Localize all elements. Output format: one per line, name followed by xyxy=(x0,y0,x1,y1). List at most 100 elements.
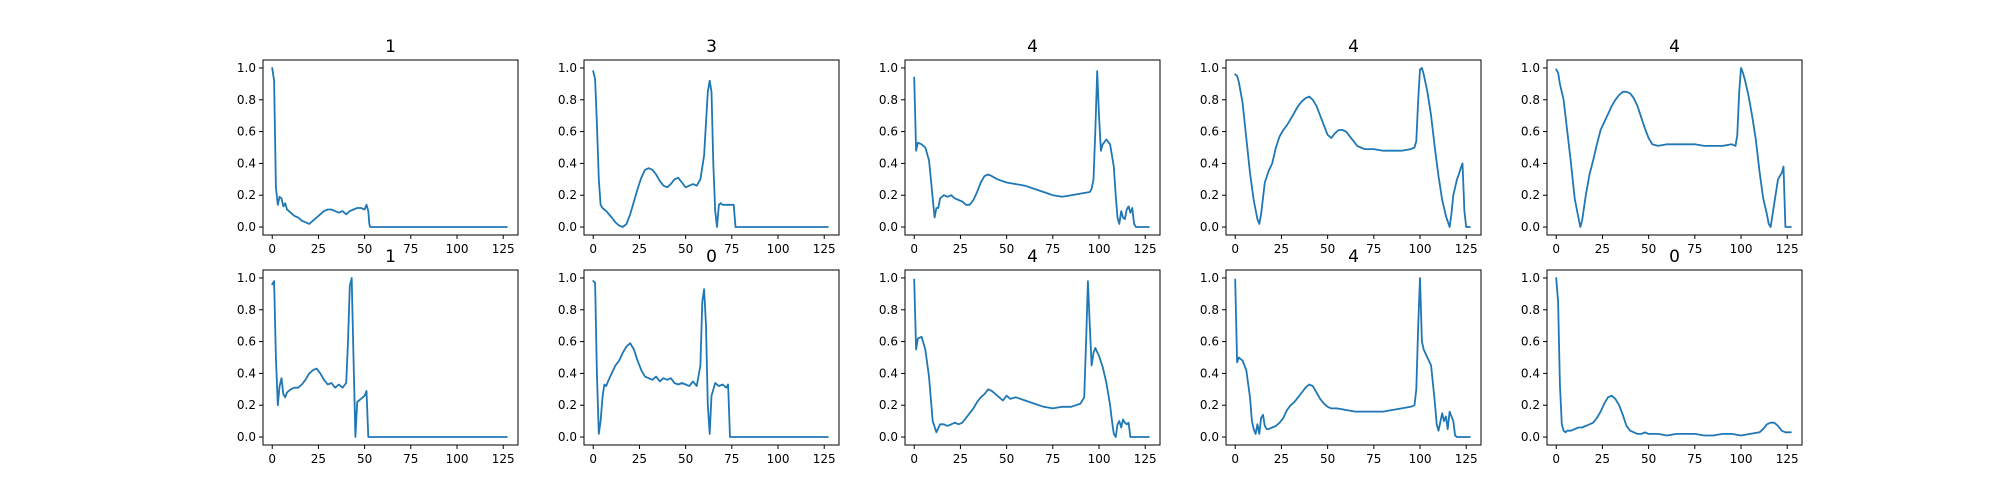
chart-title: 4 xyxy=(1027,247,1038,267)
y-tick-label: 0.6 xyxy=(558,335,577,349)
y-tick-label: 0.8 xyxy=(1200,93,1219,107)
y-tick-label: 0.2 xyxy=(558,398,577,412)
y-tick-label: 0.4 xyxy=(1200,366,1219,380)
y-tick-label: 0.6 xyxy=(1200,125,1219,139)
series-line xyxy=(1234,67,1471,228)
plot-area xyxy=(904,269,1161,446)
x-tick-label: 75 xyxy=(724,242,739,256)
plot-area xyxy=(262,59,519,236)
y-tick-label: 0.2 xyxy=(1521,188,1540,202)
series-line xyxy=(271,67,508,228)
y-tick-label: 0.8 xyxy=(237,303,256,317)
y-tick-label: 0.6 xyxy=(1200,335,1219,349)
x-tick-label: 50 xyxy=(678,242,693,256)
y-tick-label: 0.0 xyxy=(237,430,256,444)
x-tick-label: 50 xyxy=(999,452,1014,466)
y-tick-label: 0.2 xyxy=(558,188,577,202)
series-line xyxy=(1555,277,1792,437)
chart-title: 0 xyxy=(1669,247,1680,267)
chart-title: 4 xyxy=(1348,247,1359,267)
y-tick-label: 0.8 xyxy=(1521,303,1540,317)
y-tick-label: 0.8 xyxy=(1521,93,1540,107)
x-tick-label: 75 xyxy=(1045,452,1060,466)
chart-panel-8: 4 0 25 50 75 100 125 0.0 0.2 0.4 0.6 0.8 1.0 xyxy=(879,247,1161,466)
x-tick-label: 25 xyxy=(632,452,647,466)
x-tick-label: 50 xyxy=(1641,452,1656,466)
y-tick-label: 0.8 xyxy=(1200,303,1219,317)
x-tick-label: 25 xyxy=(953,242,968,256)
x-tick-label: 100 xyxy=(767,242,790,256)
chart-panel-2: 3 0 25 50 75 100 125 0.0 0.2 0.4 0.6 0.8 1.0 xyxy=(558,37,840,256)
plot-area xyxy=(262,269,519,446)
plot-area xyxy=(1546,269,1803,446)
plot-area xyxy=(1225,269,1482,446)
x-tick-label: 125 xyxy=(813,452,836,466)
x-tick-label: 100 xyxy=(1088,242,1111,256)
y-tick-label: 0.4 xyxy=(879,156,898,170)
plot-area xyxy=(1225,59,1482,236)
x-tick-label: 75 xyxy=(403,242,418,256)
chart-title: 4 xyxy=(1027,37,1038,57)
y-tick-label: 1.0 xyxy=(558,271,577,285)
y-tick-label: 1.0 xyxy=(1521,61,1540,75)
y-tick-label: 0.0 xyxy=(1200,430,1219,444)
y-tick-label: 0.4 xyxy=(1521,156,1540,170)
plot-area xyxy=(1546,59,1803,236)
chart-title: 3 xyxy=(706,37,717,57)
y-tick-label: 0.6 xyxy=(879,335,898,349)
y-tick-label: 0.6 xyxy=(237,125,256,139)
y-tick-label: 0.8 xyxy=(237,93,256,107)
y-tick-label: 0.4 xyxy=(879,366,898,380)
x-tick-label: 25 xyxy=(1595,452,1610,466)
plot-area xyxy=(583,269,840,446)
y-tick-label: 0.2 xyxy=(879,188,898,202)
x-tick-label: 75 xyxy=(1366,242,1381,256)
x-tick-label: 125 xyxy=(1776,242,1799,256)
x-tick-label: 25 xyxy=(311,452,326,466)
y-tick-label: 0.0 xyxy=(558,220,577,234)
y-tick-label: 1.0 xyxy=(237,61,256,75)
x-tick-label: 50 xyxy=(1320,452,1335,466)
x-tick-label: 100 xyxy=(1730,452,1753,466)
y-tick-label: 0.8 xyxy=(558,303,577,317)
series-line xyxy=(592,70,829,228)
x-tick-label: 100 xyxy=(1409,452,1432,466)
x-tick-label: 100 xyxy=(767,452,790,466)
x-tick-label: 75 xyxy=(1687,452,1702,466)
y-tick-label: 1.0 xyxy=(879,61,898,75)
y-tick-label: 0.2 xyxy=(1521,398,1540,412)
chart-panel-6: 1 0 25 50 75 100 125 0.0 0.2 0.4 0.6 0.8 1.0 xyxy=(237,247,519,466)
chart-title: 0 xyxy=(706,247,717,267)
x-tick-label: 0 xyxy=(910,452,918,466)
x-tick-label: 25 xyxy=(632,242,647,256)
y-tick-label: 1.0 xyxy=(1521,271,1540,285)
x-tick-label: 125 xyxy=(1776,452,1799,466)
series-line xyxy=(1234,277,1471,438)
x-tick-label: 125 xyxy=(492,242,515,256)
chart-panel-7: 0 0 25 50 75 100 125 0.0 0.2 0.4 0.6 0.8 1.0 xyxy=(558,247,840,466)
series-line xyxy=(913,278,1150,438)
x-tick-label: 50 xyxy=(357,242,372,256)
x-tick-label: 100 xyxy=(1409,242,1432,256)
y-tick-label: 0.0 xyxy=(1521,220,1540,234)
y-tick-label: 0.4 xyxy=(558,366,577,380)
chart-panel-1: 1 0 25 50 75 100 125 0.0 0.2 0.4 0.6 0.8 1.0 xyxy=(237,37,519,256)
y-tick-label: 0.4 xyxy=(1200,156,1219,170)
x-tick-label: 125 xyxy=(492,452,515,466)
x-tick-label: 100 xyxy=(1088,452,1111,466)
x-tick-label: 25 xyxy=(953,452,968,466)
x-tick-label: 0 xyxy=(1231,242,1239,256)
x-tick-label: 0 xyxy=(1231,452,1239,466)
x-tick-label: 75 xyxy=(1687,242,1702,256)
y-tick-label: 0.8 xyxy=(879,303,898,317)
x-tick-label: 0 xyxy=(910,242,918,256)
chart-panel-5: 4 0 25 50 75 100 125 0.0 0.2 0.4 0.6 0.8 1.0 xyxy=(1521,37,1803,256)
x-tick-label: 125 xyxy=(813,242,836,256)
x-tick-label: 0 xyxy=(589,452,597,466)
chart-title: 4 xyxy=(1669,37,1680,57)
x-tick-label: 0 xyxy=(1552,452,1560,466)
x-tick-label: 50 xyxy=(1320,242,1335,256)
plot-area xyxy=(904,59,1161,236)
x-tick-label: 125 xyxy=(1134,242,1157,256)
x-tick-label: 75 xyxy=(724,452,739,466)
